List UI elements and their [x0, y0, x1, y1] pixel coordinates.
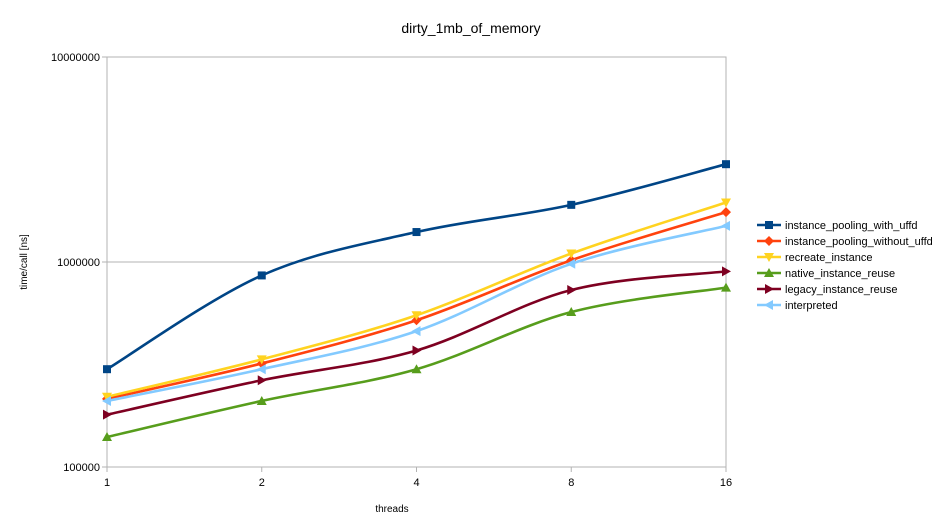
data-point [103, 409, 112, 420]
y-axis-ticks: 10000000 1000000 100000 [51, 52, 107, 474]
legend-label: native_instance_reuse [785, 268, 895, 280]
data-point [256, 395, 267, 405]
series-interpreted [102, 220, 730, 406]
y-tick-label: 10000000 [51, 52, 100, 64]
y-tick-label: 100000 [63, 462, 100, 474]
x-axis-ticks: 1 2 4 8 16 [104, 467, 732, 489]
x-tick-label: 2 [259, 477, 265, 489]
legend-label: instance_pooling_without_uffd [785, 236, 933, 248]
data-point [411, 326, 421, 337]
data-point [566, 249, 577, 259]
data-point [722, 266, 731, 277]
data-point [566, 258, 576, 269]
data-point [102, 392, 112, 402]
data-point [721, 220, 730, 231]
legend-marker [764, 300, 773, 310]
legend-entry: recreate_instance [757, 252, 872, 264]
data-point [412, 228, 421, 237]
data-point [256, 364, 266, 375]
data-point [566, 307, 577, 317]
data-point [102, 432, 112, 442]
series-line [106, 162, 727, 371]
legend-marker [765, 221, 773, 229]
legend-label: interpreted [785, 300, 838, 312]
legend-entry: legacy_instance_reuse [757, 284, 898, 296]
series-legacy-instance-reuse [103, 266, 731, 420]
series-native-instance-reuse [102, 282, 731, 442]
legend-label: instance_pooling_with_uffd [785, 220, 918, 232]
y-tick-label: 1000000 [57, 257, 100, 269]
legend-label: recreate_instance [785, 252, 872, 264]
data-point [103, 365, 111, 374]
legend-marker [764, 253, 774, 262]
legend-entry: instance_pooling_without_uffd [757, 236, 933, 248]
data-point [411, 364, 422, 374]
data-point [256, 355, 267, 365]
data-point [257, 271, 266, 280]
legend-entry: interpreted [757, 300, 838, 312]
series-instance-pooling-with-uffd [103, 160, 730, 374]
data-point [102, 395, 111, 406]
x-tick-label: 1 [104, 477, 110, 489]
data-point [721, 207, 731, 218]
series-line [106, 270, 727, 416]
series-layer [102, 160, 731, 442]
legend-marker [765, 284, 774, 294]
series-recreate-instance [102, 198, 731, 402]
legend: instance_pooling_with_uffd instance_pooli… [757, 220, 933, 312]
legend-entry: native_instance_reuse [757, 268, 895, 280]
data-point [721, 282, 731, 292]
data-point [567, 285, 577, 296]
data-point [721, 198, 731, 208]
x-tick-label: 16 [720, 477, 732, 489]
data-point [411, 311, 422, 321]
legend-marker [764, 268, 774, 277]
gridlines [107, 56, 726, 468]
legend-label: legacy_instance_reuse [785, 284, 898, 296]
data-point [722, 160, 730, 169]
y-axis-label: time/call [ns] [19, 234, 30, 290]
legend-entry: instance_pooling_with_uffd [757, 220, 918, 232]
legend-marker [764, 236, 774, 246]
x-tick-label: 8 [568, 477, 574, 489]
x-tick-label: 4 [413, 477, 419, 489]
chart-title: dirty_1mb_of_memory [401, 20, 540, 36]
data-point [412, 345, 422, 356]
data-point [257, 375, 267, 386]
x-axis-label: threads [375, 504, 408, 515]
data-point [567, 200, 576, 209]
